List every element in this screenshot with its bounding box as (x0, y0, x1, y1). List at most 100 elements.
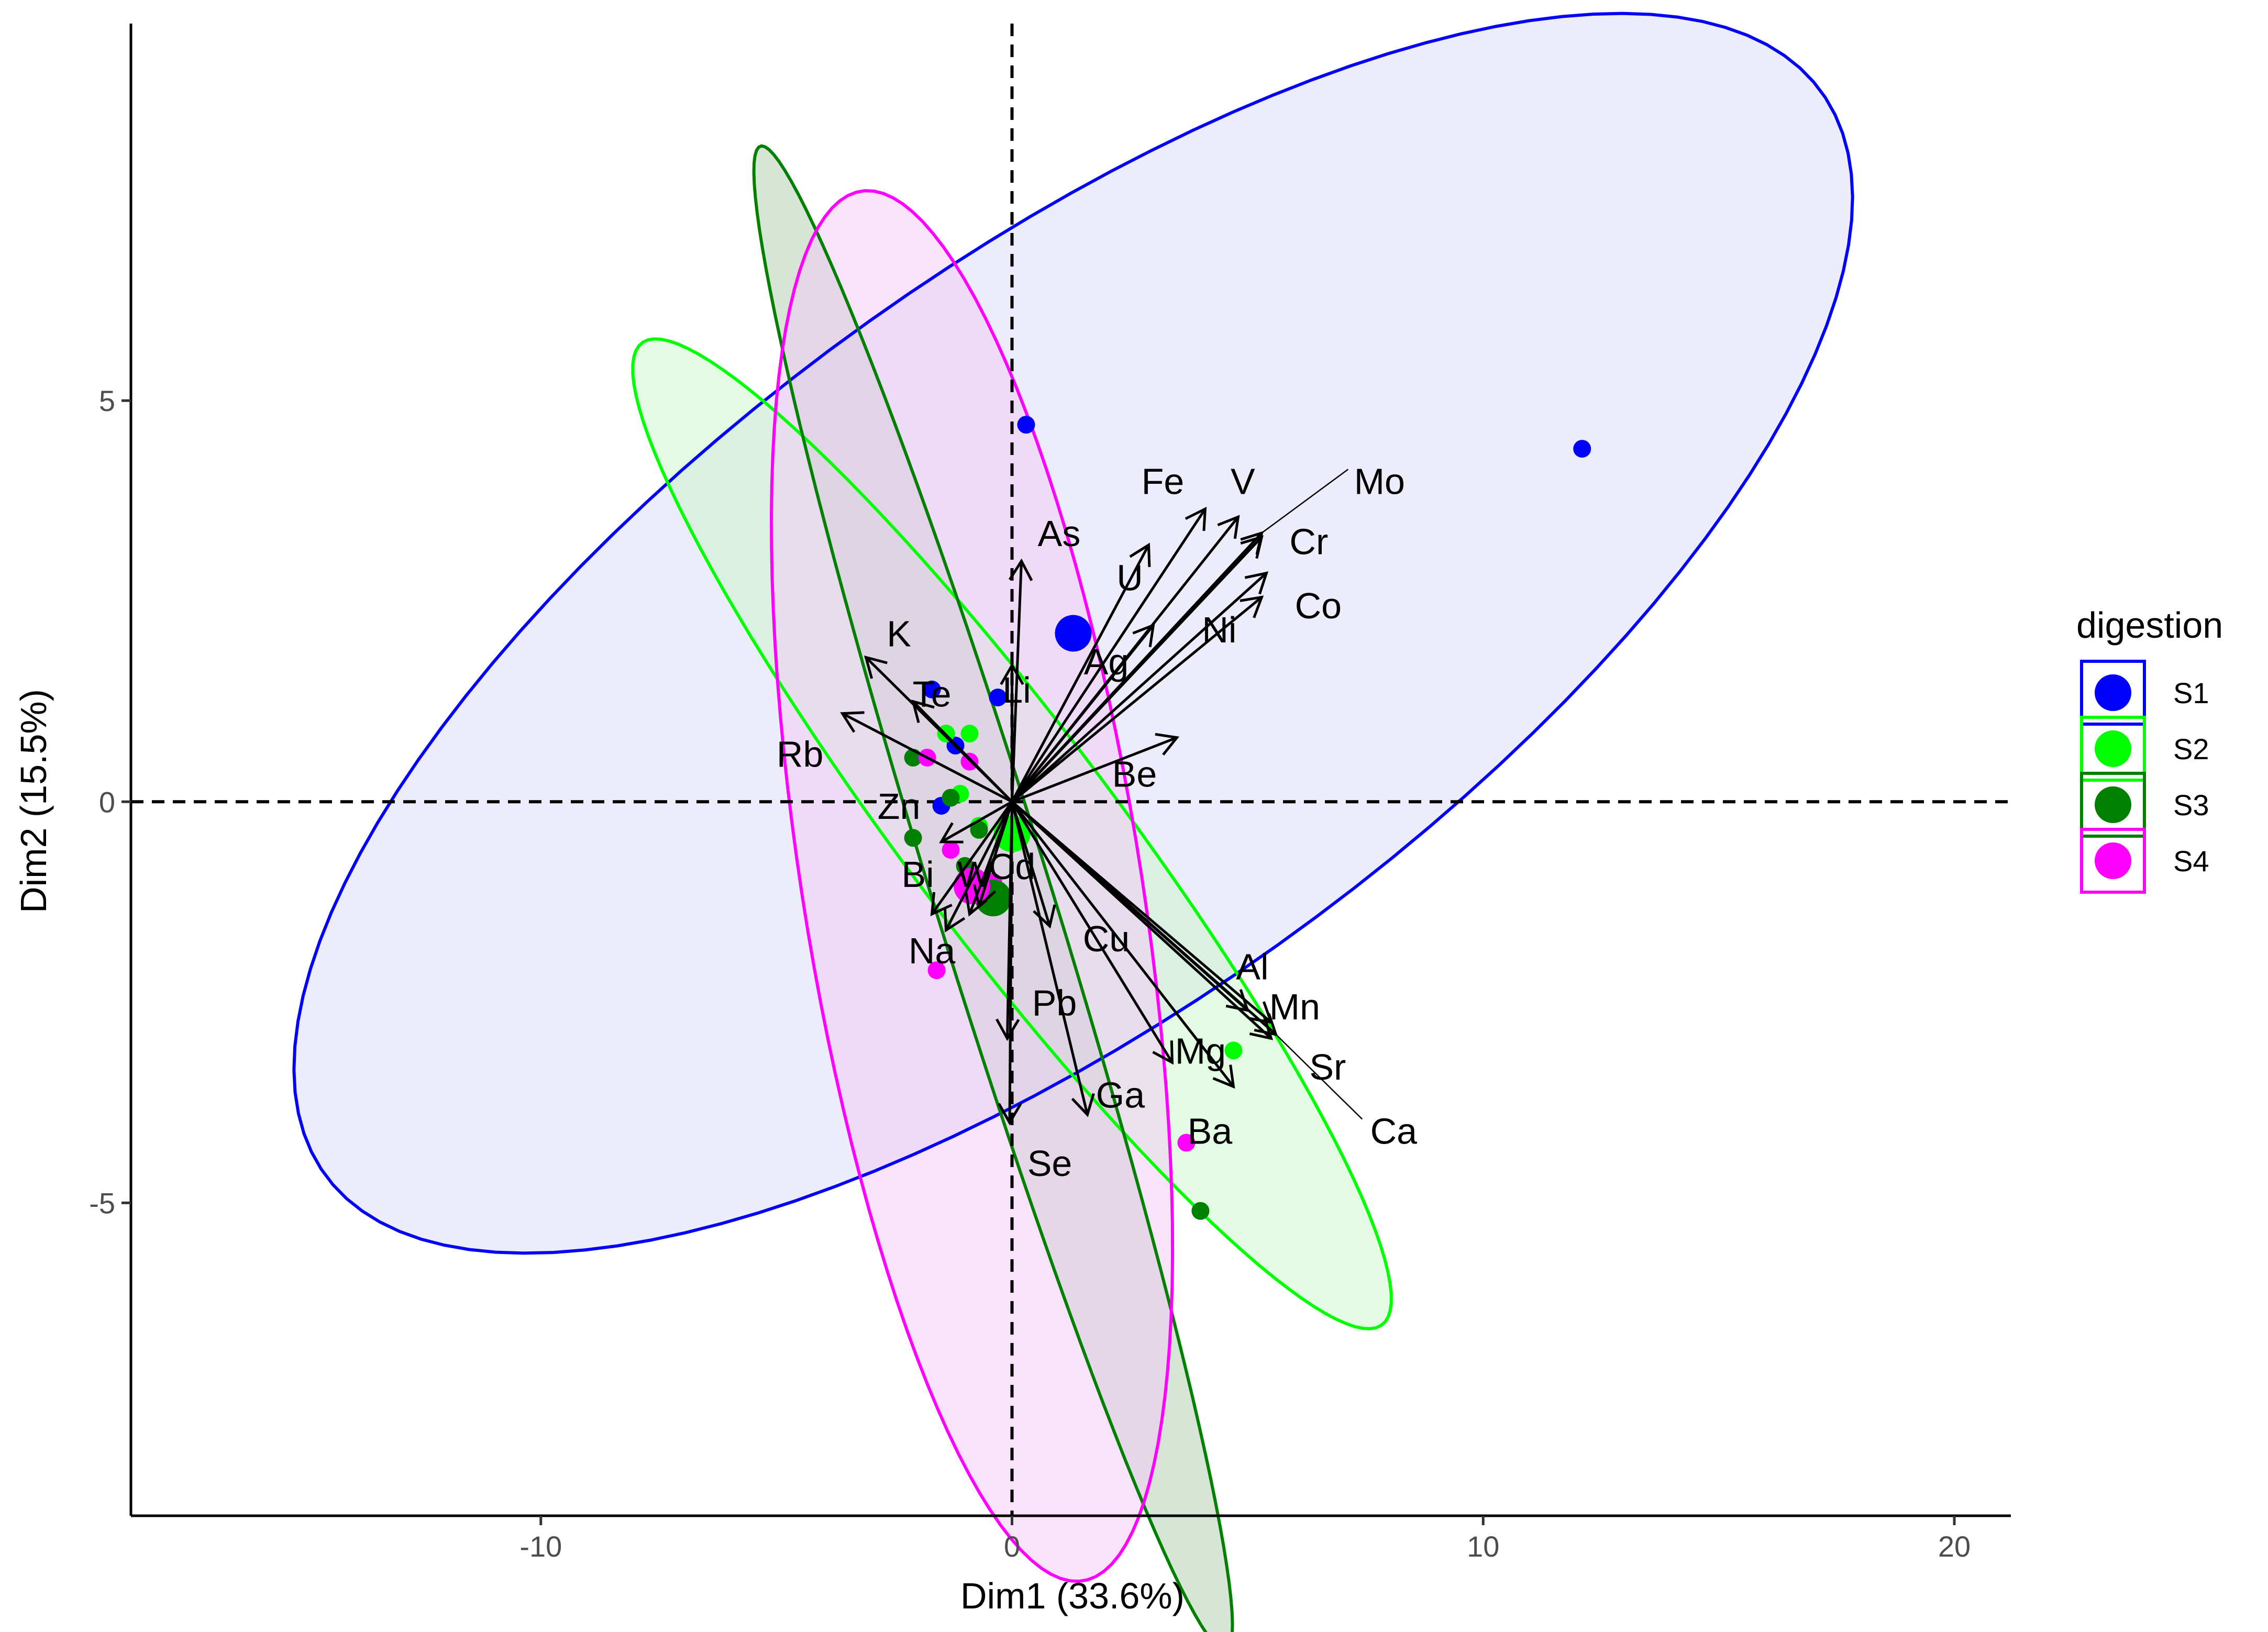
arrow-shaft-cr (1011, 536, 1263, 803)
arrow-shaft-co (1011, 572, 1268, 803)
variable-label-ba: Ba (1188, 1111, 1233, 1152)
arrow-ba (1011, 800, 1235, 1089)
variable-label-se: Se (1027, 1143, 1072, 1184)
arrow-shaft-rb (841, 712, 1014, 803)
arrow-head-u (1129, 542, 1151, 568)
legend-item-s4: S4 (2080, 828, 2209, 894)
arrow-shaft-ag (1011, 624, 1155, 803)
point-s1 (1017, 416, 1035, 434)
legend-key-dot-s4 (2095, 842, 2131, 879)
legend-key-box-s3 (2080, 772, 2146, 838)
variable-label-u: U (1116, 557, 1143, 598)
arrow-head-sr (1249, 1017, 1274, 1040)
variable-label-ca: Ca (1370, 1111, 1418, 1152)
variable-label-te: Te (913, 673, 952, 714)
arrow-head-te (911, 700, 935, 724)
arrow-head-cr (1240, 535, 1264, 559)
arrow-head-rb (840, 711, 865, 733)
variable-label-v: V (1231, 461, 1255, 502)
arrow-shaft-te (912, 700, 1014, 803)
variable-label-ga: Ga (1096, 1075, 1145, 1116)
variable-label-ni: Ni (1202, 609, 1236, 650)
legend-label-s3: S3 (2173, 789, 2209, 821)
legend-item-s3: S3 (2080, 772, 2209, 838)
arrow-head-v (1217, 515, 1240, 539)
group-ellipse-outlines (292, 12, 1854, 1632)
variable-label-mn: Mn (1269, 986, 1320, 1027)
arrow-head-as (1009, 558, 1033, 581)
legend-key-dot-s2 (2095, 730, 2131, 767)
y-tick-label: 5 (99, 384, 115, 417)
y-axis-ticks: -5 0 5 (89, 384, 131, 1219)
point-s1 (1573, 440, 1591, 458)
x-axis-ticks: -10 0 10 20 (519, 1516, 1971, 1563)
arrow-shaft-u (1011, 543, 1150, 803)
arrow-na (944, 800, 1014, 932)
legend-label-s2: S2 (2173, 732, 2209, 765)
arrow-co (1011, 571, 1269, 803)
arrow-head-ni (1240, 595, 1264, 618)
arrow-shaft-ca (1011, 800, 1277, 1036)
point-s2 (960, 725, 979, 743)
arrow-shaft-se (1008, 800, 1014, 1124)
variable-label-bi: Bi (901, 854, 934, 895)
variable-arrows (840, 506, 1278, 1126)
point-s2 (1224, 1041, 1243, 1060)
label-leader-ca (1275, 1034, 1363, 1120)
legend-label-s4: S4 (2173, 845, 2209, 878)
arrow-head-be (1155, 732, 1180, 756)
arrow-shaft-na (945, 800, 1014, 931)
arrow-head-li (1000, 662, 1024, 685)
arrow-head-bi (930, 892, 953, 916)
arrow-head-zn (939, 822, 964, 843)
variable-label-co: Co (1295, 585, 1342, 626)
legend-items: S1 S2 S3 S4 (2080, 660, 2209, 894)
point-s3 (942, 789, 960, 807)
arrow-head-fe (1185, 506, 1207, 531)
arrow-li (1000, 662, 1024, 803)
arrow-shaft-bi (931, 800, 1014, 916)
arrow-te (911, 700, 1014, 803)
arrow-head-ag (1132, 623, 1155, 648)
y-tick-label: 0 (99, 785, 115, 818)
legend-key-box-s1 (2080, 660, 2146, 726)
point-s3 (1191, 1202, 1210, 1220)
point-s1 (923, 680, 941, 698)
x-tick-label: 20 (1938, 1530, 1971, 1563)
arrow-shaft-cd (978, 800, 1014, 907)
arrow-shaft-ga (1011, 800, 1089, 1116)
variable-label-na: Na (909, 930, 956, 971)
variable-label-cd: Cd (989, 846, 1035, 887)
variable-label-zn: Zn (878, 786, 921, 827)
arrow-mg (1011, 800, 1174, 1065)
x-tick-label: -10 (519, 1530, 562, 1563)
variable-label-fe: Fe (1142, 461, 1185, 502)
legend-key-box-s4 (2080, 828, 2146, 894)
arrow-shaft-fe (1011, 507, 1207, 803)
arrow-u (1011, 542, 1151, 803)
arrow-head-ga (1071, 1093, 1095, 1117)
arrow-ni (1011, 595, 1264, 803)
arrow-shaft-zn (940, 800, 1014, 843)
arrow-head-na (944, 908, 966, 932)
variable-label-cr: Cr (1289, 521, 1328, 562)
arrow-shaft-ba (1011, 800, 1235, 1088)
variable-label-cu: Cu (1083, 918, 1130, 959)
legend-key-dot-s3 (2095, 786, 2131, 823)
variable-label-ag: Ag (1084, 641, 1129, 682)
arrow-head-pb (995, 1018, 1020, 1041)
variable-label-k: K (887, 614, 911, 654)
arrow-se (998, 800, 1022, 1126)
point-s4 (927, 961, 946, 980)
y-tick-label: -5 (89, 1186, 115, 1219)
variable-label-pb: Pb (1032, 982, 1077, 1023)
arrow-bi (930, 800, 1014, 916)
ellipse-outline-s3 (752, 144, 1234, 1632)
arrow-head-cd (973, 884, 997, 909)
arrow-shaft-mg (1011, 800, 1174, 1064)
mean-point-s1 (1055, 615, 1092, 652)
x-axis-title: Dim1 (33.6%) (960, 1575, 1185, 1616)
label-leader-mo (1261, 469, 1349, 534)
legend-key-dot-s1 (2095, 674, 2131, 711)
